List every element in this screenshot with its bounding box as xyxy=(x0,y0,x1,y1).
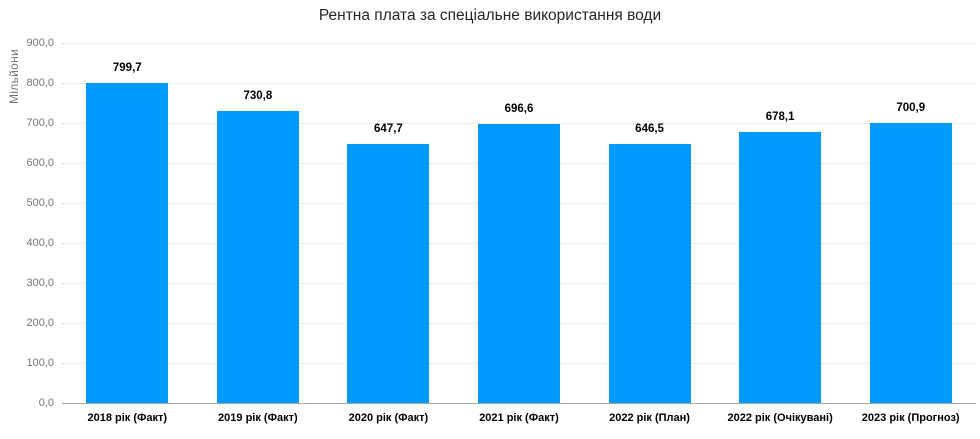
x-category-label: 2022 рік (План) xyxy=(609,412,690,424)
chart-title: Рентна плата за спеціальне використання … xyxy=(318,7,662,24)
x-category-label: 2022 рік (Очікувані) xyxy=(727,412,833,424)
x-category-label: 2021 рік (Факт) xyxy=(479,412,559,424)
bar-value-label: 678,1 xyxy=(765,110,795,123)
bar-value-label: 700,9 xyxy=(896,101,926,114)
y-tick-label: 700,0 xyxy=(26,116,54,129)
y-tick-label: 900,0 xyxy=(26,36,54,49)
y-tick-label: 200,0 xyxy=(26,316,54,329)
gridline xyxy=(62,123,976,124)
bar xyxy=(739,131,822,403)
gridline xyxy=(62,83,976,84)
y-tick-label: 300,0 xyxy=(26,276,54,289)
x-axis-line xyxy=(62,403,976,404)
x-category-label: 2018 рік (Факт) xyxy=(87,412,168,424)
y-tick-label: 100,0 xyxy=(26,356,54,369)
bar-value-label: 799,7 xyxy=(112,62,142,75)
bar xyxy=(216,110,299,403)
bar-value-label: 646,5 xyxy=(635,123,664,136)
x-category-label: 2020 рік (Факт) xyxy=(348,412,429,424)
x-category-label: 2019 рік (Факт) xyxy=(218,412,298,424)
y-tick-label: 600,0 xyxy=(26,156,54,169)
bar xyxy=(608,144,691,403)
bar xyxy=(347,143,430,403)
y-tick-label: 0,0 xyxy=(38,396,54,409)
y-tick-label: 800,0 xyxy=(26,76,54,89)
bar-value-label: 647,7 xyxy=(374,122,403,135)
bar xyxy=(86,83,169,403)
gridline xyxy=(62,43,976,44)
bar xyxy=(478,124,560,403)
bar-value-label: 730,8 xyxy=(243,89,273,102)
y-tick-label: 500,0 xyxy=(26,196,54,209)
y-tick-label: 400,0 xyxy=(26,236,54,249)
x-category-label: 2023 рік (Прогноз) xyxy=(861,412,960,424)
bar xyxy=(869,122,952,403)
bar-value-label: 696,6 xyxy=(504,103,534,116)
